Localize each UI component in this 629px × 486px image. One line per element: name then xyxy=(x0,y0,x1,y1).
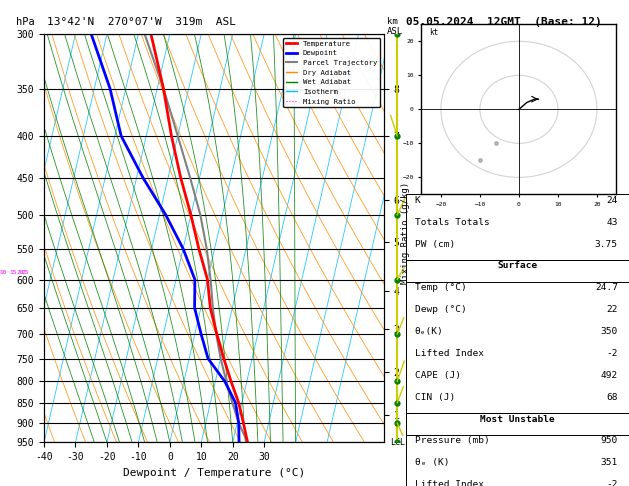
Text: 20: 20 xyxy=(16,270,24,275)
Text: 492: 492 xyxy=(601,371,618,380)
Text: 350: 350 xyxy=(601,327,618,336)
Text: 43: 43 xyxy=(606,218,618,227)
Text: 24: 24 xyxy=(606,196,618,205)
Text: 05.05.2024  12GMT  (Base: 12): 05.05.2024 12GMT (Base: 12) xyxy=(406,17,601,27)
Text: 950: 950 xyxy=(601,436,618,446)
Text: km
ASL: km ASL xyxy=(387,17,403,36)
Text: CAPE (J): CAPE (J) xyxy=(415,371,460,380)
Text: -2: -2 xyxy=(606,349,618,358)
Text: θₑ (K): θₑ (K) xyxy=(415,458,449,468)
Text: θₑ(K): θₑ(K) xyxy=(415,327,443,336)
Text: -2: -2 xyxy=(606,480,618,486)
Text: Temp (°C): Temp (°C) xyxy=(415,283,466,293)
Text: 351: 351 xyxy=(601,458,618,468)
Text: K: K xyxy=(415,196,420,205)
Text: Lifted Index: Lifted Index xyxy=(415,349,484,358)
Text: Pressure (mb): Pressure (mb) xyxy=(415,436,489,446)
Text: Lifted Index: Lifted Index xyxy=(415,480,484,486)
Text: 10: 10 xyxy=(0,270,7,275)
Text: 15: 15 xyxy=(9,270,17,275)
Text: hPa: hPa xyxy=(16,17,35,27)
Text: 22: 22 xyxy=(606,305,618,314)
Text: Surface: Surface xyxy=(498,261,537,271)
Text: Dewp (°C): Dewp (°C) xyxy=(415,305,466,314)
Text: 13°42'N  270°07'W  319m  ASL: 13°42'N 270°07'W 319m ASL xyxy=(47,17,236,27)
Legend: Temperature, Dewpoint, Parcel Trajectory, Dry Adiabat, Wet Adiabat, Isotherm, Mi: Temperature, Dewpoint, Parcel Trajectory… xyxy=(283,37,380,107)
Text: Mixing Ratio (g/kg): Mixing Ratio (g/kg) xyxy=(401,182,409,284)
Text: 68: 68 xyxy=(606,393,618,402)
Text: Totals Totals: Totals Totals xyxy=(415,218,489,227)
Text: PW (cm): PW (cm) xyxy=(415,240,455,249)
Text: 25: 25 xyxy=(22,270,30,275)
Text: LCL: LCL xyxy=(391,438,406,447)
Text: 24.7: 24.7 xyxy=(595,283,618,293)
Text: 3.75: 3.75 xyxy=(595,240,618,249)
Text: CIN (J): CIN (J) xyxy=(415,393,455,402)
Text: Most Unstable: Most Unstable xyxy=(480,415,555,424)
Text: kt: kt xyxy=(429,28,438,36)
X-axis label: Dewpoint / Temperature (°C): Dewpoint / Temperature (°C) xyxy=(123,468,305,478)
